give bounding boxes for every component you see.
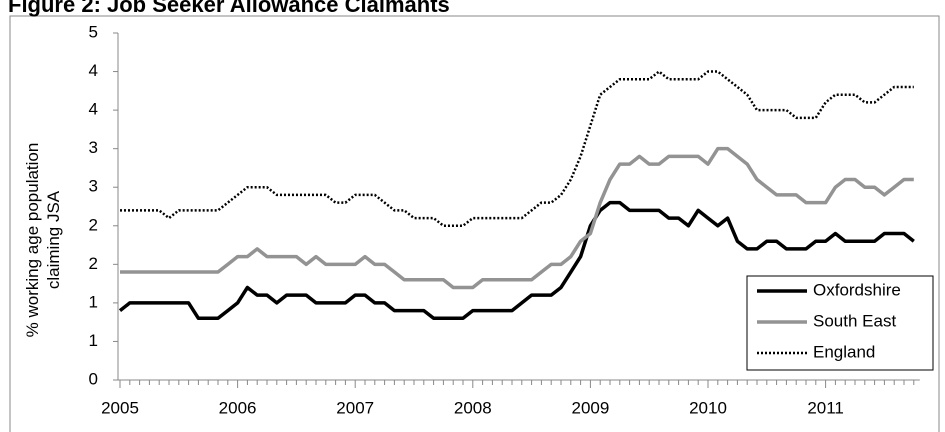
y-tick-label: 1 <box>89 331 98 350</box>
y-tick-label: 2 <box>89 215 98 234</box>
legend-label: Oxfordshire <box>813 280 901 299</box>
x-tick-label: 2011 <box>807 398 844 417</box>
chart-frame <box>9 15 940 432</box>
chart-title: Figure 2: Job Seeker Allowance Claimants <box>8 0 450 17</box>
x-tick-label: 2009 <box>571 398 609 417</box>
y-axis-label-line: % working age population <box>23 143 42 338</box>
y-tick-label: 1 <box>89 292 98 311</box>
y-tick-label: 0 <box>89 369 98 388</box>
legend-label: England <box>813 342 875 361</box>
legend-label: South East <box>813 311 896 330</box>
y-tick-label: 2 <box>89 254 98 273</box>
series-line <box>120 146 914 290</box>
y-axis-label: % working age population claiming JSA <box>23 143 63 338</box>
y-tick-label: 3 <box>89 138 98 157</box>
title-band <box>0 0 945 14</box>
y-tick-label: 3 <box>89 177 98 196</box>
x-tick-label: 2008 <box>454 398 492 417</box>
series-line <box>120 70 914 228</box>
y-axis-label-line: claiming JSA <box>44 190 63 289</box>
x-tick-label: 2005 <box>101 398 139 417</box>
x-tick-label: 2006 <box>219 398 257 417</box>
y-tick-label: 5 <box>89 22 98 41</box>
y-tick-label: 4 <box>89 61 98 80</box>
series-line <box>118 200 915 321</box>
y-tick-label: 4 <box>89 100 98 119</box>
x-tick-label: 2010 <box>689 398 727 417</box>
x-tick-label: 2007 <box>336 398 374 417</box>
